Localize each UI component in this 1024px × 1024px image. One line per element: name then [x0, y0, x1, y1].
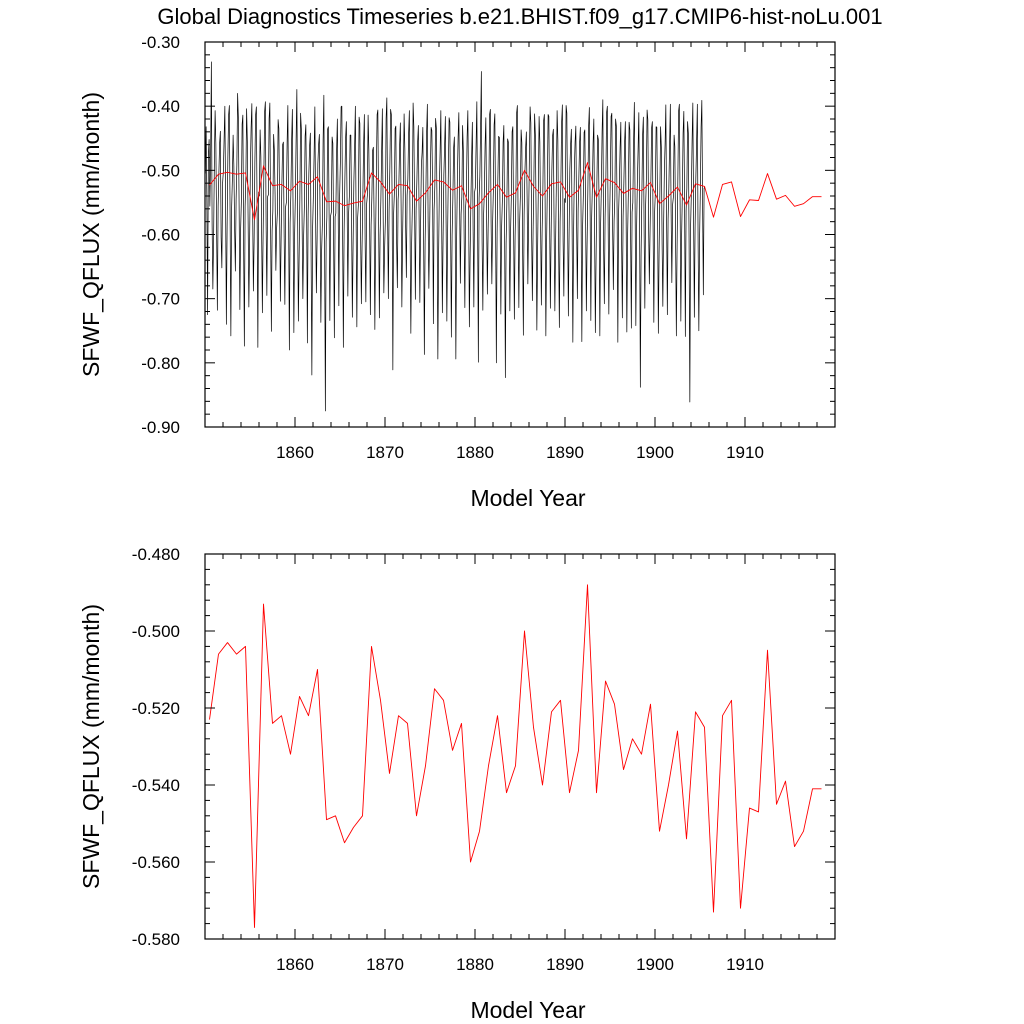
bottom-y-tick-label: -0.500 [132, 622, 180, 641]
bottom-x-tick-label: 1870 [366, 955, 404, 974]
bottom-x-tick-label: 1880 [456, 955, 494, 974]
bottom-y-tick-label: -0.480 [132, 545, 180, 564]
bottom-series-lines [209, 584, 822, 928]
top-x-axis-label: Model Year [470, 485, 585, 511]
bottom-y-tick-label: -0.560 [132, 853, 180, 872]
figure-title: Global Diagnostics Timeseries b.e21.BHIS… [157, 4, 882, 29]
top-x-tick-label: 1860 [276, 443, 314, 462]
bottom-y-tick-label: -0.520 [132, 699, 180, 718]
top-x-tick-label: 1910 [726, 443, 764, 462]
top-x-tick-label: 1870 [366, 443, 404, 462]
bottom-x-axis-label: Model Year [470, 997, 585, 1023]
top-y-tick-label: -0.60 [141, 226, 180, 245]
top-y-tick-label: -0.50 [141, 161, 180, 180]
bottom-x-tick-label: 1860 [276, 955, 314, 974]
top-y-tick-label: -0.30 [141, 33, 180, 52]
top-x-tick-label: 1890 [546, 443, 584, 462]
monthly-annual-panel: 1860 1870 1880 1890 1900 1910 -0.90 -0.80 -0.70 -… [78, 33, 836, 511]
top-y-axis-label: SFWF_QFLUX (mm/month) [78, 92, 104, 377]
top-y-tick-label: -0.90 [141, 418, 180, 437]
top-y-tick-label: -0.40 [141, 97, 180, 116]
top-y-tick-label: -0.70 [141, 290, 180, 309]
top-series-lines [205, 61, 822, 412]
top-x-tick-label: 1900 [636, 443, 674, 462]
bottom-x-tick-label: 1900 [636, 955, 674, 974]
top-x-tick-label: 1880 [456, 443, 494, 462]
bottom-y-tick-label: -0.540 [132, 776, 180, 795]
bottom-x-tick-label: 1890 [546, 955, 584, 974]
top-annual-series-line [209, 162, 822, 221]
bottom-y-axis-label: SFWF_QFLUX (mm/month) [78, 604, 104, 889]
annual-mean-panel: 1860 1870 1880 1890 1900 1910 -0.580 -0.560 -0.5… [78, 545, 836, 1023]
bottom-x-tick-label: 1910 [726, 955, 764, 974]
bottom-plot-frame [204, 553, 836, 940]
top-y-tick-label: -0.80 [141, 354, 180, 373]
bottom-annual-series-line [209, 584, 822, 928]
bottom-y-tick-label: -0.580 [132, 930, 180, 949]
top-monthly-series-line [205, 61, 706, 412]
